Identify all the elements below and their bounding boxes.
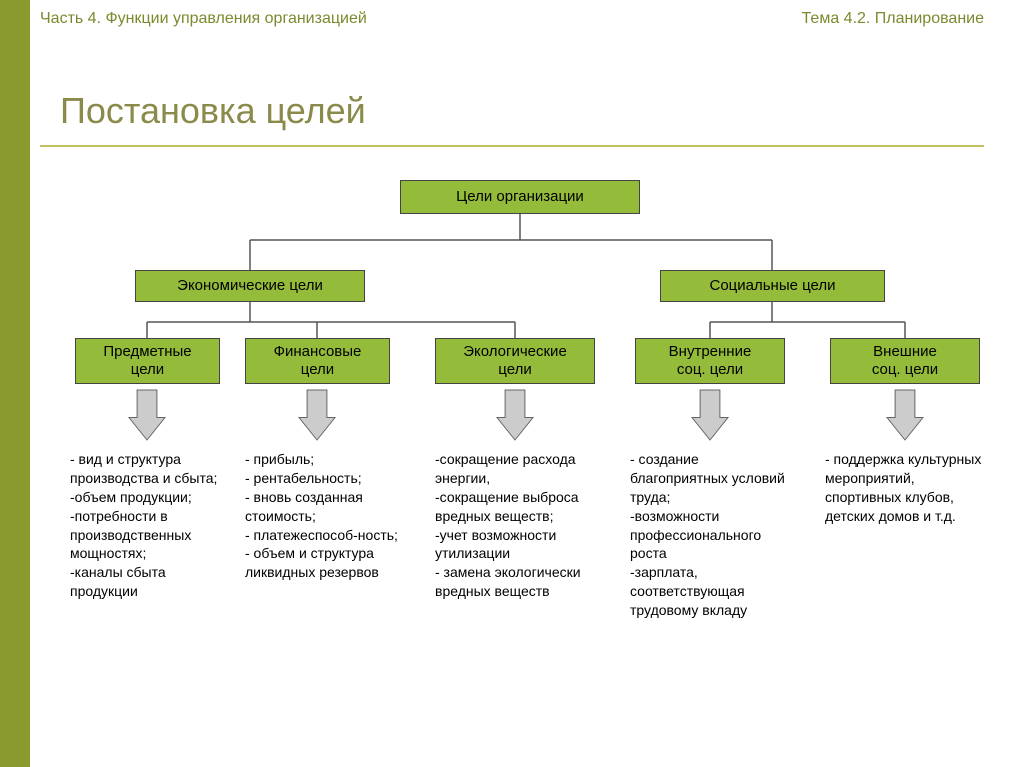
node-soc: Социальные цели (660, 270, 885, 302)
down-arrow-icon (887, 390, 923, 440)
header-left: Часть 4. Функции управления организацией (40, 10, 367, 28)
hierarchy-diagram: Цели организации Экономические цели Социал… (40, 180, 1014, 757)
node-eco: Экологические цели (435, 338, 595, 384)
sidebar-accent (0, 0, 30, 767)
desc-eco: -сокращение расхода энергии, -сокращение… (435, 450, 595, 601)
header-right: Тема 4.2. Планирование (802, 10, 984, 28)
node-root: Цели организации (400, 180, 640, 214)
down-arrow-icon (497, 390, 533, 440)
desc-ext: - поддержка культурных мероприятий, спор… (825, 450, 985, 526)
down-arrow-icon (299, 390, 335, 440)
desc-int: - создание благоприятных условий труда; … (630, 450, 790, 620)
desc-fin: - прибыль; - рентабельность; - вновь соз… (245, 450, 405, 582)
page-title: Постановка целей (60, 90, 366, 132)
node-subj: Предметные цели (75, 338, 220, 384)
page-header: Часть 4. Функции управления организацией… (40, 10, 984, 28)
node-fin: Финансовые цели (245, 338, 390, 384)
title-underline (40, 145, 984, 147)
desc-subj: - вид и структура производства и сбыта; … (70, 450, 230, 601)
node-ext: Внешние соц. цели (830, 338, 980, 384)
node-int: Внутренние соц. цели (635, 338, 785, 384)
down-arrow-icon (692, 390, 728, 440)
node-econ: Экономические цели (135, 270, 365, 302)
down-arrow-icon (129, 390, 165, 440)
